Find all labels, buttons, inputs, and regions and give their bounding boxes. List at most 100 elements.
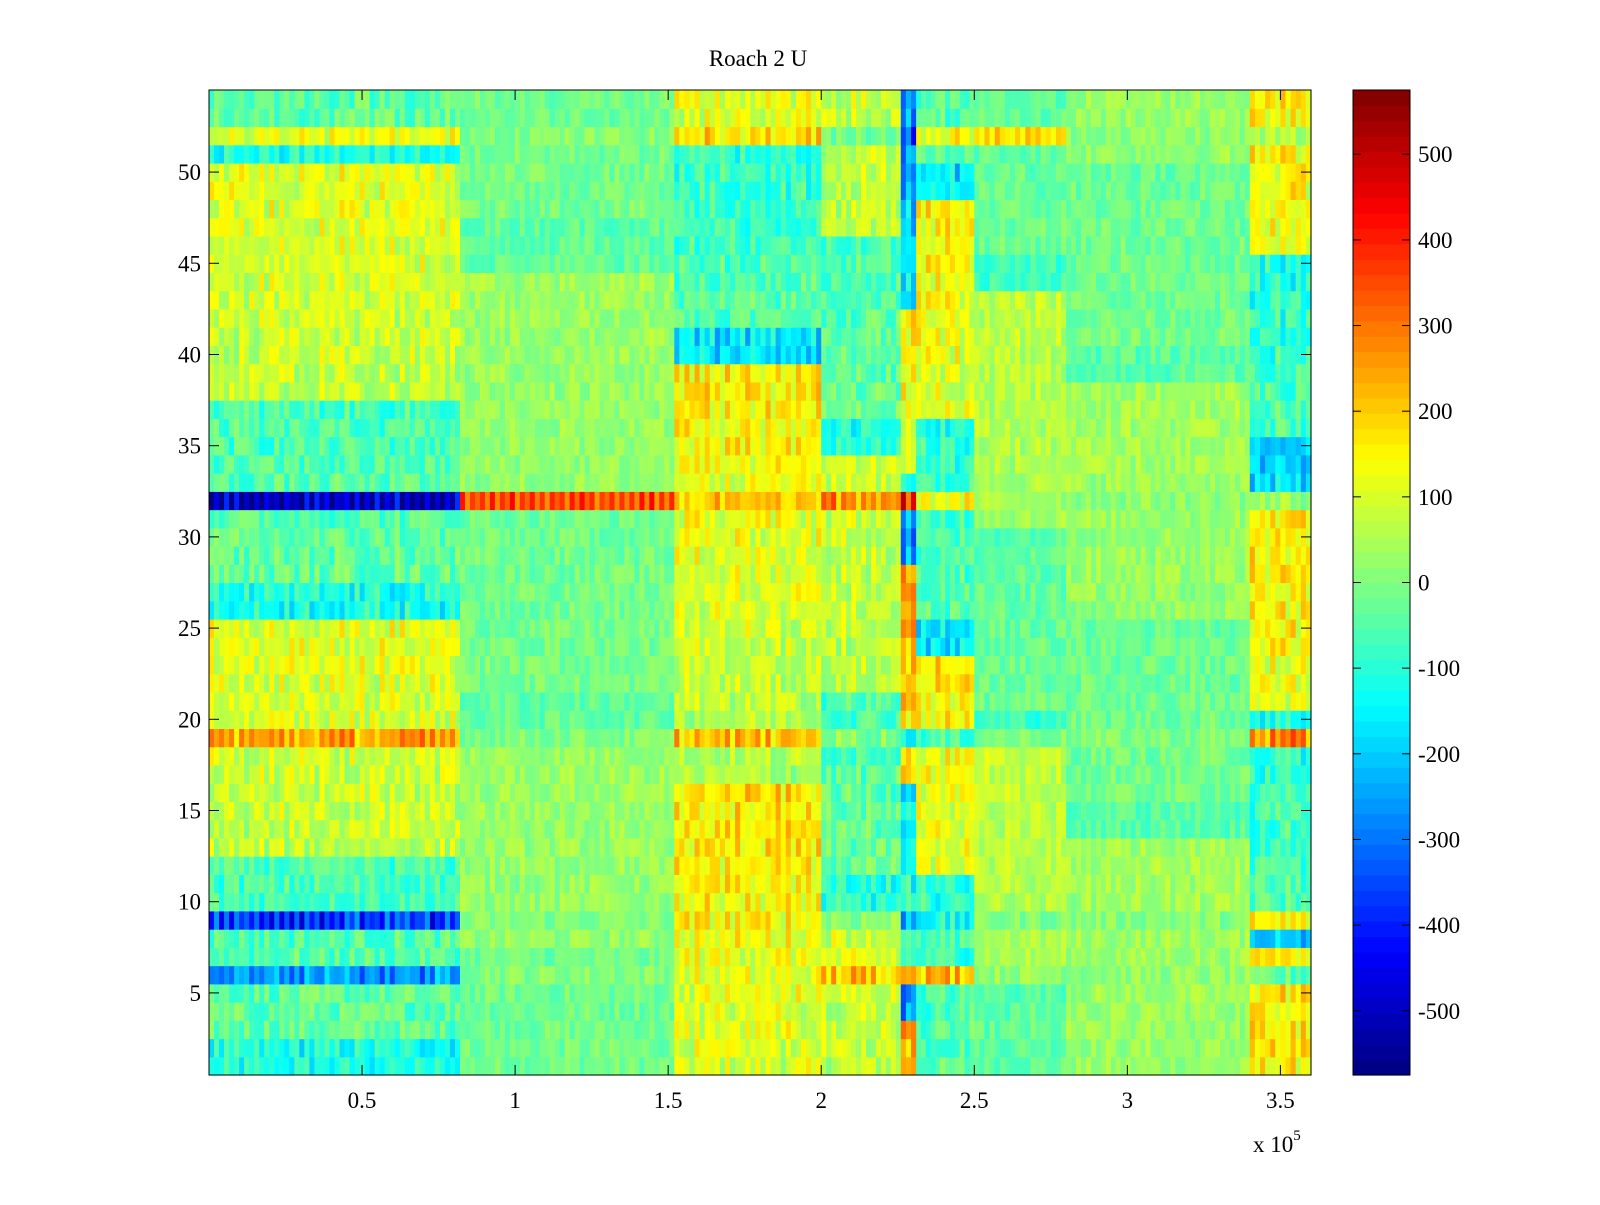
heatmap-cell <box>836 929 842 948</box>
heatmap-cell <box>344 910 351 930</box>
heatmap-cell <box>1295 929 1302 948</box>
heatmap-cell <box>269 965 275 985</box>
heatmap-cell <box>309 892 316 912</box>
heatmap-cell <box>409 819 416 839</box>
heatmap-cell <box>935 1056 941 1076</box>
heatmap-cell <box>806 1002 812 1021</box>
heatmap-cell <box>1100 856 1107 875</box>
heatmap-cell <box>1224 837 1231 857</box>
heatmap-cell <box>1254 691 1261 711</box>
heatmap-cell <box>1120 874 1127 894</box>
heatmap-cell <box>654 783 660 802</box>
heatmap-cell <box>284 710 290 730</box>
heatmap-cell <box>911 801 917 821</box>
heatmap-cell <box>745 837 751 857</box>
heatmap-cell <box>439 929 446 948</box>
heatmap-cell <box>634 691 640 711</box>
heatmap-cell <box>1004 874 1011 894</box>
heatmap-cell <box>259 1020 265 1040</box>
heatmap-cell <box>865 929 872 948</box>
heatmap-cell <box>449 1020 456 1040</box>
heatmap-cell <box>564 783 571 802</box>
heatmap-cell <box>1165 929 1171 948</box>
heatmap-cell <box>770 983 777 1003</box>
heatmap-cell <box>925 1002 932 1021</box>
heatmap-cell <box>785 728 792 748</box>
heatmap-cell <box>504 710 511 730</box>
heatmap-cell <box>865 673 872 693</box>
heatmap-cell <box>514 983 521 1003</box>
heatmap-cell <box>800 783 807 802</box>
heatmap-cell <box>229 965 235 985</box>
heatmap-cell <box>329 856 336 875</box>
heatmap-cell <box>474 801 481 821</box>
heatmap-cell <box>1140 1002 1147 1021</box>
heatmap-cell <box>1035 983 1042 1003</box>
heatmap-cell <box>1090 856 1097 875</box>
heatmap-cell <box>264 874 270 894</box>
heatmap-cell <box>434 892 441 912</box>
heatmap-cell <box>349 655 356 675</box>
heatmap-cell <box>244 728 250 748</box>
heatmap-cell <box>925 947 932 967</box>
heatmap-cell <box>770 856 777 875</box>
heatmap-cell <box>925 673 932 693</box>
heatmap-cell <box>494 783 501 802</box>
heatmap-cell <box>374 710 381 730</box>
heatmap-cell <box>875 1056 882 1076</box>
heatmap-cell <box>954 874 961 894</box>
heatmap-cell <box>429 710 436 730</box>
heatmap-cell <box>1185 837 1191 857</box>
heatmap-cell <box>930 783 937 802</box>
heatmap-cell <box>234 1038 240 1058</box>
heatmap-cell <box>634 874 640 894</box>
heatmap-cell <box>709 728 716 748</box>
heatmap-cell <box>945 783 951 802</box>
heatmap-cell <box>714 728 721 748</box>
heatmap-cell <box>479 746 486 766</box>
heatmap-cell <box>524 1038 531 1058</box>
heatmap-cell <box>219 892 225 912</box>
heatmap-cell <box>861 892 867 912</box>
heatmap-cell <box>1275 947 1281 967</box>
heatmap-cell <box>870 691 877 711</box>
heatmap-cell <box>1160 1056 1166 1076</box>
heatmap-cell <box>309 710 316 730</box>
heatmap-cell <box>1025 892 1031 912</box>
heatmap-cell <box>1009 892 1016 912</box>
heatmap-cell <box>324 673 331 693</box>
heatmap-cell <box>811 1020 817 1040</box>
heatmap-cell <box>740 856 746 875</box>
heatmap-cell <box>634 783 640 802</box>
heatmap-cell <box>439 910 446 930</box>
heatmap-cell <box>740 1020 746 1040</box>
heatmap-cell <box>339 837 346 857</box>
heatmap-cell <box>846 965 852 985</box>
heatmap-cell <box>449 728 456 748</box>
heatmap-cell <box>1239 819 1246 839</box>
heatmap-cell <box>309 874 316 894</box>
heatmap-cell <box>579 764 586 784</box>
heatmap-cell <box>634 1056 640 1076</box>
heatmap-cell <box>826 929 832 948</box>
heatmap-cell <box>514 673 521 693</box>
heatmap-cell <box>1190 1056 1196 1076</box>
heatmap-cell <box>529 783 536 802</box>
heatmap-cell <box>1300 783 1307 802</box>
heatmap-cell <box>539 1038 546 1058</box>
heatmap-cell <box>424 673 431 693</box>
heatmap-cell <box>1025 1002 1031 1021</box>
heatmap-cell <box>735 837 741 857</box>
heatmap-cell <box>911 764 917 784</box>
heatmap-cell <box>1140 965 1147 985</box>
heatmap-cell <box>846 1038 852 1058</box>
heatmap-cell <box>479 764 486 784</box>
heatmap-cell <box>935 983 941 1003</box>
heatmap-cell <box>1185 764 1191 784</box>
heatmap-cell <box>704 746 711 766</box>
heatmap-cell <box>644 655 650 675</box>
heatmap-cell <box>841 1056 847 1076</box>
heatmap-cell <box>979 929 986 948</box>
heatmap-cell <box>554 746 561 766</box>
heatmap-cell <box>659 874 665 894</box>
